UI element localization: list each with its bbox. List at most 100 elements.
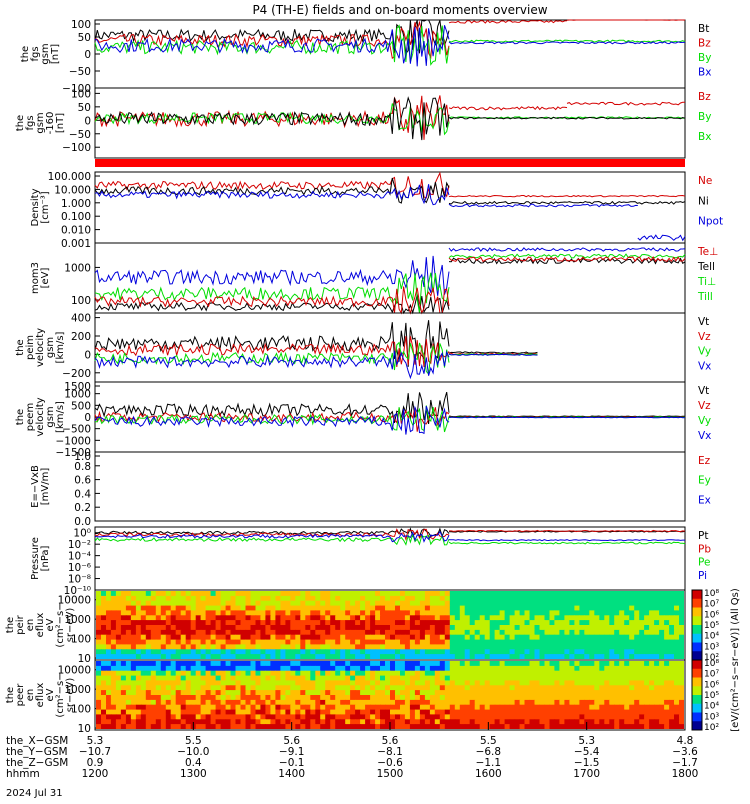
heatmap-cell [624,685,630,691]
heatmap-cell [424,639,431,646]
heatmap-cell [639,724,645,729]
heatmap-cell [255,644,262,650]
heatmap-cell [559,695,565,701]
heatmap-cell [160,591,167,597]
colorbar-swatch [692,660,702,670]
heatmap-cell [130,620,137,626]
heatmap-cell [330,699,336,706]
heatmap-cell [569,639,575,646]
heatmap-cell [290,724,296,729]
heatmap-cell [290,634,296,641]
heatmap-cell [125,714,132,720]
heatmap-cell [280,665,286,672]
heatmap-cell [439,680,446,686]
heatmap-cell [634,591,640,597]
heatmap-cell [574,670,580,677]
heatmap-cell [375,600,381,607]
heatmap-cell [404,600,411,607]
heatmap-cell [150,615,157,621]
heatmap-cell [380,661,386,667]
heatmap-cell [579,675,585,682]
heatmap-cell [325,605,331,612]
heatmap-cell [454,591,461,597]
heatmap-cell [305,625,311,631]
heatmap-cell [340,709,346,716]
ytick-label: 10.000 [54,184,91,196]
heatmap-cell [210,695,217,701]
heatmap-cell [679,605,684,612]
heatmap-cell [305,704,311,711]
heatmap-cell [120,699,127,706]
heatmap-cell [444,695,451,701]
heatmap-cell [106,625,112,631]
heatmap-cell [340,615,346,621]
heatmap-cell [350,695,356,701]
heatmap-cell [225,695,232,701]
heatmap-cell [549,675,556,682]
heatmap-cell [180,714,187,720]
heatmap-cell [479,704,486,711]
heatmap-cell [639,675,645,682]
heatmap-cell [260,625,266,631]
heatmap-cell [230,634,237,641]
heatmap-cell [255,709,262,716]
heatmap-cell [654,661,660,667]
heatmap-cell [589,665,595,672]
heatmap-cell [434,605,441,612]
heatmap-cell [579,639,585,646]
heatmap-cell [654,639,660,646]
heatmap-cell [504,661,511,667]
heatmap-cell [579,620,585,626]
heatmap-cell [340,629,346,636]
heatmap-cell [659,629,665,636]
heatmap-cell [454,704,461,711]
heatmap-cell [300,670,306,677]
heatmap-cell [240,595,247,602]
heatmap-cell [290,649,296,655]
heatmap-cell [270,625,276,631]
heatmap-cell [424,649,431,655]
heatmap-cell [614,665,620,672]
heatmap-cell [385,719,391,725]
heatmap-cell [290,690,296,696]
heatmap-cell [325,615,331,621]
heatmap-cell [659,654,665,659]
heatmap-cell [489,649,496,655]
heatmap-cell [120,724,127,729]
heatmap-cell [225,615,232,621]
xaxis-value: 4.8 [677,735,694,747]
heatmap-cell [419,634,426,641]
heatmap-cell [235,610,242,616]
heatmap-cell [619,690,625,696]
legend-density-1: Ni [698,195,709,207]
heatmap-cell [499,709,506,716]
heatmap-cell [145,675,152,682]
heatmap-cell [554,680,560,686]
heatmap-cell [235,644,242,650]
heatmap-cell [370,644,376,650]
heatmap-cell [504,605,511,612]
heatmap-cell [584,600,590,607]
ylabel-line: the [15,115,26,131]
heatmap-cell [215,685,222,691]
heatmap-cell [360,629,366,636]
heatmap-cell [439,675,446,682]
heatmap-cell [499,615,506,621]
heatmap-cell [365,615,371,621]
heatmap-cell [609,670,615,677]
heatmap-cell [330,680,336,686]
heatmap-cell [579,709,585,716]
ylabel-line: the [15,409,26,425]
heatmap-cell [614,629,620,636]
heatmap-cell [559,675,565,682]
heatmap-cell [534,654,541,659]
heatmap-cell [464,634,471,641]
heatmap-cell [639,690,645,696]
heatmap-cell [370,649,376,655]
heatmap-cell [679,690,684,696]
heatmap-cell [619,714,625,720]
heatmap-cell [145,695,152,701]
heatmap-cell [215,695,222,701]
heatmap-cell [96,670,102,677]
heatmap-cell [215,714,222,720]
